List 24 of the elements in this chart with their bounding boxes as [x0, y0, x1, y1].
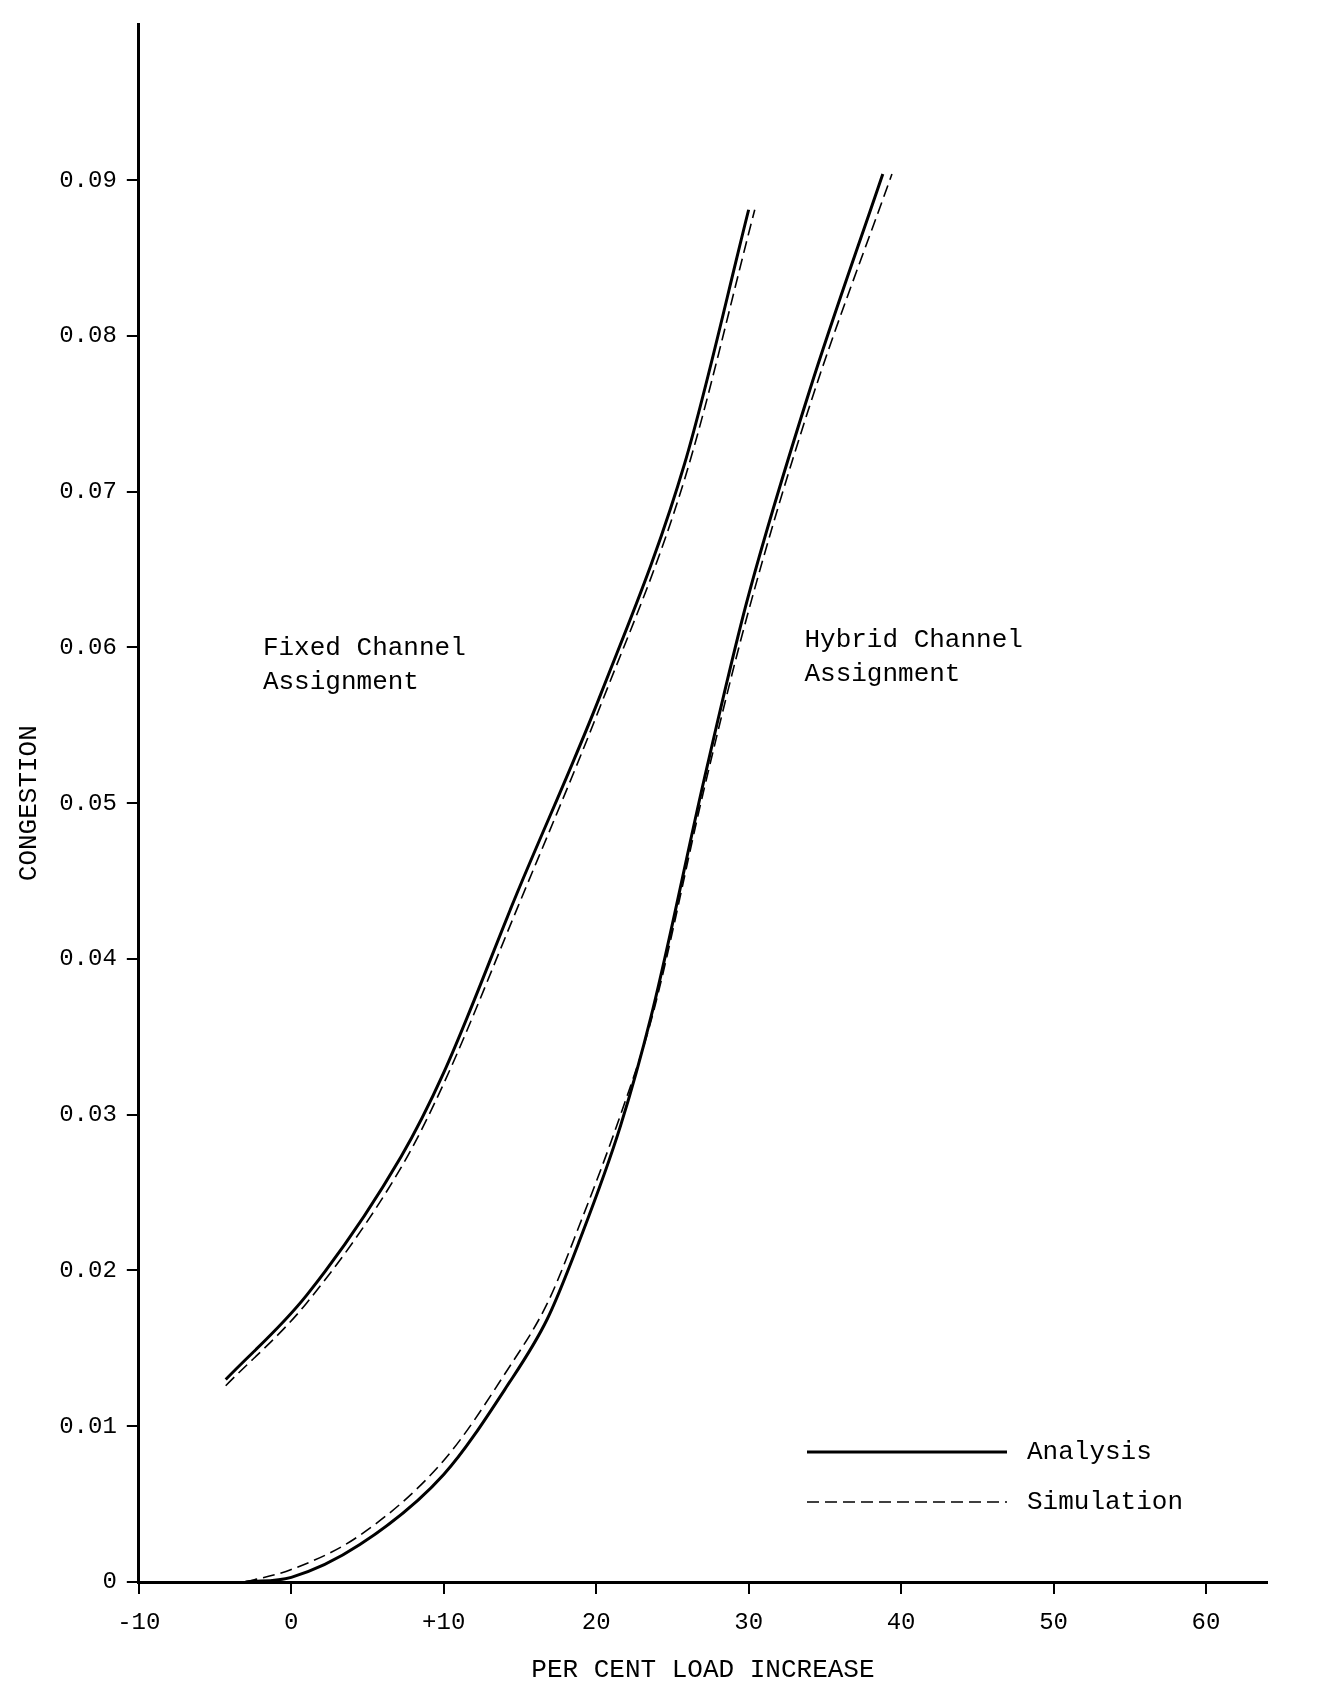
y-tick-label: 0.03 [59, 1101, 117, 1129]
x-tick-label: 0 [284, 1608, 299, 1636]
y-tick-label: 0.05 [59, 789, 117, 817]
x-tick-label: 60 [1191, 1608, 1221, 1636]
y-tick-label: 0.08 [59, 322, 117, 350]
y-tick-label: 0 [102, 1568, 117, 1596]
y-tick-label: 0.02 [59, 1256, 117, 1284]
annotation: Hybrid Channel Assignment [804, 625, 1023, 690]
y-axis-title: CONGESTION [14, 725, 45, 882]
annotation: Fixed Channel Assignment [262, 633, 466, 698]
x-tick-label: 20 [581, 1608, 611, 1636]
x-tick-label: 30 [734, 1608, 764, 1636]
y-tick-label: 0.01 [59, 1412, 117, 1440]
y-tick-label: 0.06 [59, 633, 117, 661]
x-tick-label: 40 [886, 1608, 916, 1636]
text: Simulation [1027, 1486, 1184, 1517]
x-tick-label: -10 [117, 1608, 161, 1636]
x-axis-title: PER CENT LOAD INCREASE [531, 1655, 875, 1686]
text: Analysis [1027, 1436, 1152, 1467]
x-tick-label: +10 [422, 1608, 466, 1636]
y-tick-label: 0.07 [59, 478, 117, 506]
y-tick-label: 0.09 [59, 166, 117, 194]
x-tick-label: 50 [1039, 1608, 1068, 1636]
y-tick-label: 0.04 [59, 945, 117, 973]
